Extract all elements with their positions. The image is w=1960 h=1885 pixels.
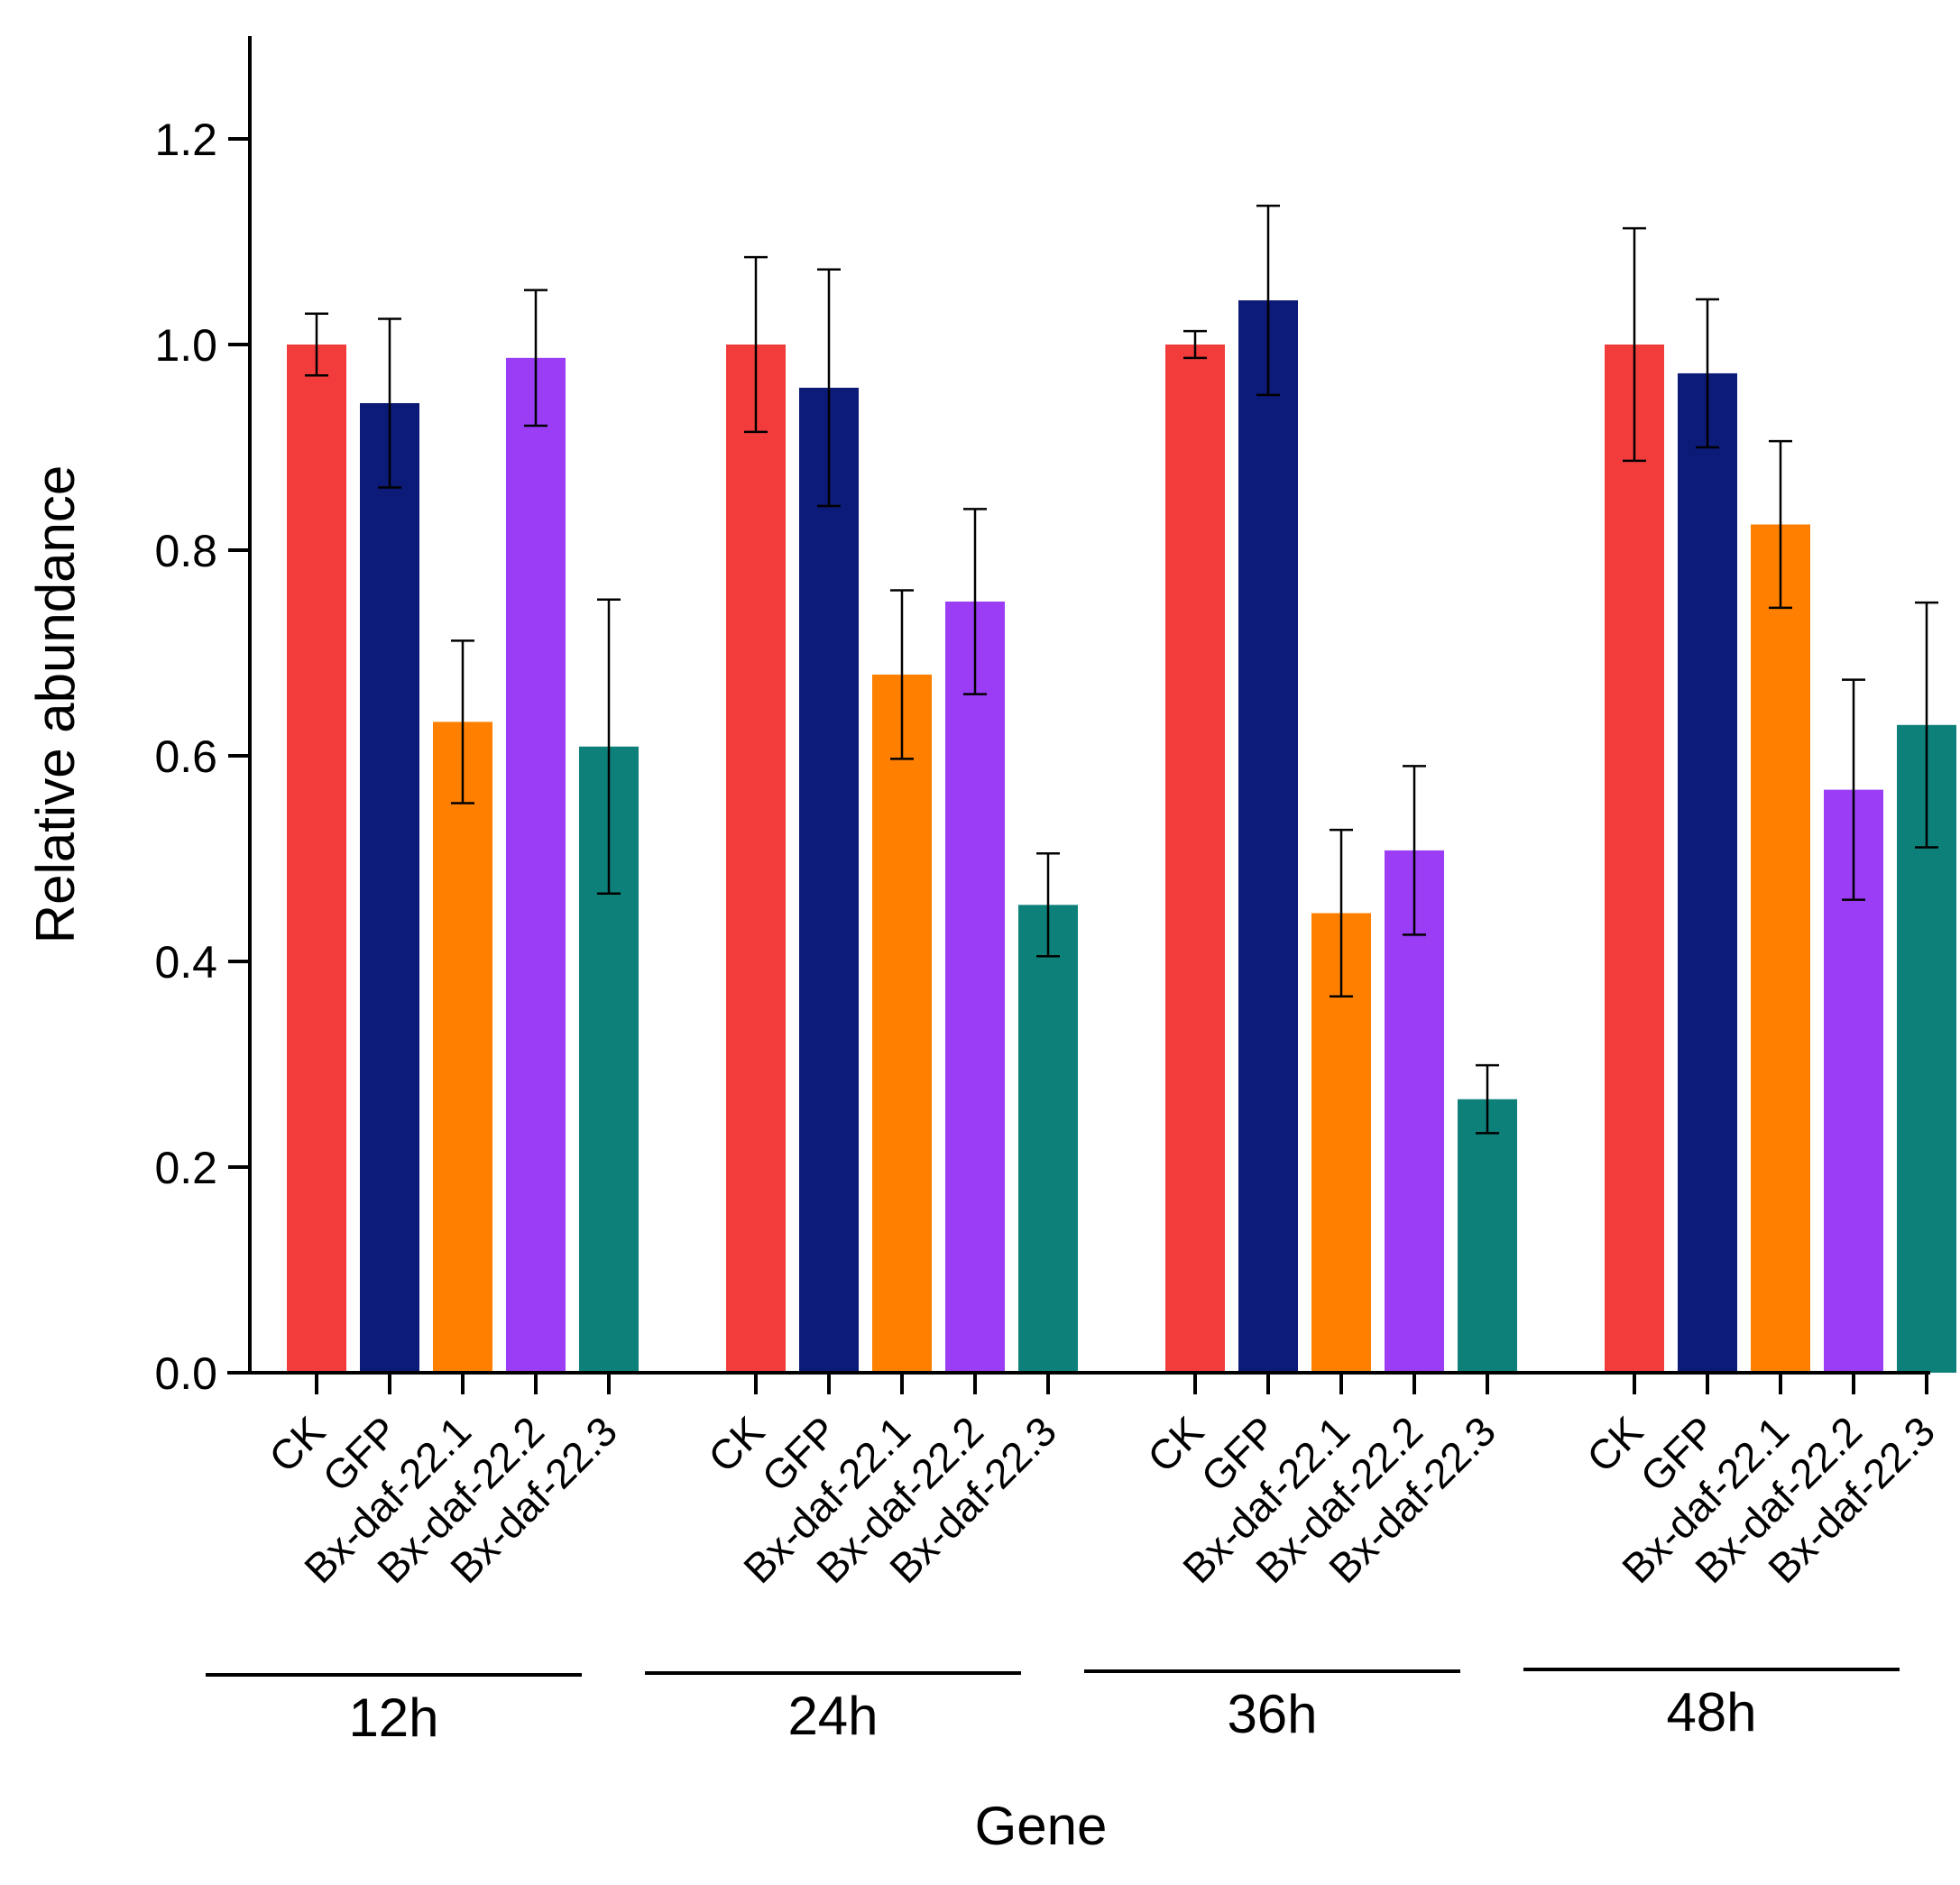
y-tick-label: 0.6 bbox=[154, 731, 217, 782]
y-tick-label: 1.0 bbox=[154, 320, 217, 371]
bar-24h-Bx-daf-22.2 bbox=[945, 602, 1005, 1373]
error-bar-48h-Bx-daf-22.1 bbox=[1769, 439, 1792, 610]
bars-layer bbox=[287, 299, 1956, 1374]
bar-24h-CK bbox=[726, 345, 786, 1373]
group-label-24h: 24h bbox=[787, 1686, 878, 1746]
bar-12h-Bx-daf-22.1 bbox=[433, 722, 492, 1373]
y-axis-label: Relative abundance bbox=[25, 465, 86, 943]
group-label-48h: 48h bbox=[1666, 1682, 1756, 1742]
bar-12h-CK bbox=[287, 345, 346, 1373]
y-tick-label: 1.2 bbox=[154, 115, 217, 165]
error-bar-36h-GFP bbox=[1256, 204, 1280, 397]
bar-48h-GFP bbox=[1678, 372, 1737, 1373]
bar-24h-Bx-daf-22.3 bbox=[1018, 905, 1078, 1373]
axes-layer bbox=[227, 36, 1930, 1375]
error-bar-36h-Bx-daf-22.2 bbox=[1403, 765, 1426, 936]
y-tick-label: 0.0 bbox=[154, 1348, 217, 1399]
error-bar-12h-Bx-daf-22.1 bbox=[451, 639, 474, 805]
error-bar-36h-CK bbox=[1183, 329, 1207, 360]
error-bar-24h-Bx-daf-22.3 bbox=[1036, 852, 1060, 958]
group-label-12h: 12h bbox=[348, 1687, 438, 1748]
error-bar-36h-Bx-daf-22.3 bbox=[1476, 1063, 1499, 1135]
y-tick-label: 0.8 bbox=[154, 526, 217, 576]
error-bars-layer bbox=[305, 204, 1938, 1135]
bar-36h-GFP bbox=[1238, 299, 1298, 1374]
error-bar-12h-GFP bbox=[378, 317, 401, 489]
group-labels-layer: 12h 24h 36h 48h bbox=[206, 1668, 1900, 1748]
bar-24h-Bx-daf-22.1 bbox=[872, 674, 932, 1373]
bar-36h-Bx-daf-22.3 bbox=[1458, 1099, 1517, 1373]
error-bar-12h-Bx-daf-22.2 bbox=[524, 289, 548, 428]
error-bar-24h-Bx-daf-22.2 bbox=[963, 508, 987, 695]
bar-36h-CK bbox=[1165, 345, 1225, 1373]
x-axis-label: Gene bbox=[975, 1796, 1108, 1856]
error-bar-48h-CK bbox=[1623, 226, 1646, 463]
y-tick-label: 0.2 bbox=[154, 1143, 217, 1193]
bar-12h-Bx-daf-22.2 bbox=[506, 357, 566, 1373]
bar-48h-Bx-daf-22.1 bbox=[1751, 524, 1810, 1373]
group-label-36h: 36h bbox=[1227, 1684, 1317, 1744]
error-bar-24h-Bx-daf-22.1 bbox=[890, 589, 914, 760]
bar-36h-Bx-daf-22.2 bbox=[1385, 850, 1444, 1373]
error-bar-12h-CK bbox=[305, 312, 328, 377]
bar-12h-GFP bbox=[360, 402, 419, 1374]
error-bar-48h-GFP bbox=[1696, 298, 1719, 449]
y-ticks-layer: 0.0 0.2 0.4 0.6 0.8 1.0 1.2 bbox=[154, 115, 250, 1399]
error-bar-48h-Bx-daf-22.3 bbox=[1915, 601, 1938, 849]
y-tick-label: 0.4 bbox=[154, 937, 217, 988]
error-bar-24h-CK bbox=[744, 255, 768, 434]
error-bar-24h-GFP bbox=[817, 268, 841, 508]
bar-24h-GFP bbox=[799, 387, 859, 1373]
bar-48h-CK bbox=[1605, 345, 1664, 1373]
error-bar-36h-Bx-daf-22.1 bbox=[1330, 828, 1353, 998]
error-bar-48h-Bx-daf-22.2 bbox=[1842, 678, 1865, 901]
error-bar-12h-Bx-daf-22.3 bbox=[597, 598, 621, 896]
